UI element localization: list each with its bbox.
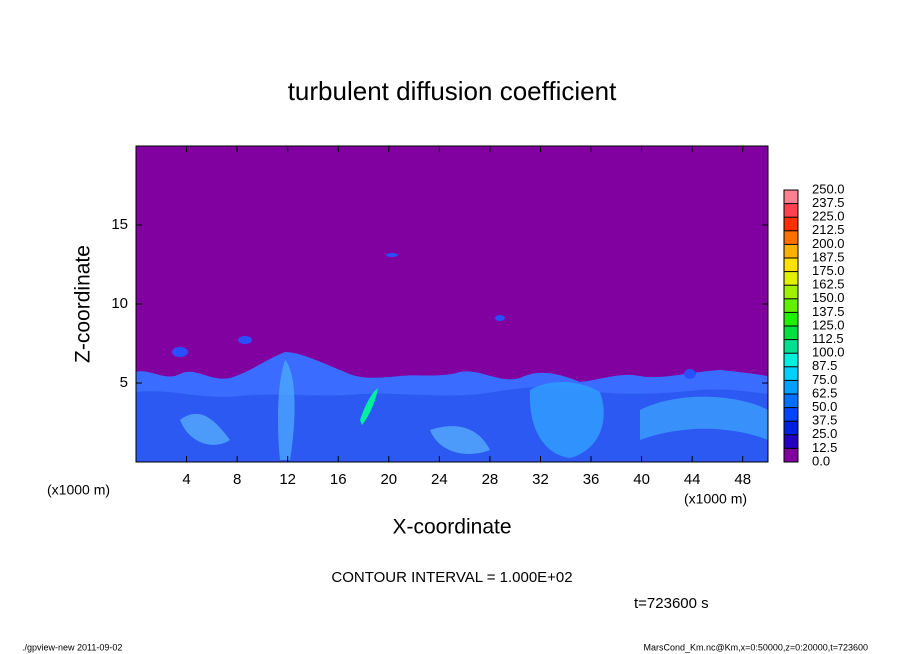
x-unit: (x1000 m) xyxy=(684,491,747,507)
x-tick-label: 20 xyxy=(380,471,397,488)
colorbar-swatch xyxy=(784,230,798,245)
colorbar-swatch xyxy=(784,366,798,381)
colorbar-label: 12.5 xyxy=(812,440,837,455)
colorbar-label: 87.5 xyxy=(812,358,837,373)
colorbar-swatch xyxy=(784,298,798,313)
colorbar-swatch xyxy=(784,258,798,272)
field-blob xyxy=(180,413,230,445)
colorbar-label: 100.0 xyxy=(812,345,845,360)
field-blob xyxy=(684,369,696,379)
colorbar-label: 187.5 xyxy=(812,249,845,264)
field-blob xyxy=(238,336,252,344)
colorbar-label: 150.0 xyxy=(812,290,845,305)
colorbar-label: 137.5 xyxy=(812,304,845,319)
colorbar-label: 225.0 xyxy=(812,209,845,224)
field-blob xyxy=(360,388,378,425)
colorbar-label: 212.5 xyxy=(812,222,845,237)
field-blob xyxy=(172,347,188,357)
colorbar-swatch xyxy=(784,203,798,218)
field-blob xyxy=(529,381,604,458)
field-blob xyxy=(386,253,398,257)
x-tick-label: 32 xyxy=(532,471,549,488)
colorbar-swatch xyxy=(784,380,798,394)
y-tick-label: 15 xyxy=(111,216,128,233)
colorbar-swatch xyxy=(784,407,798,422)
colorbar-swatch xyxy=(784,217,798,231)
colorbar-label: 175.0 xyxy=(812,263,845,278)
x-tick-label: 40 xyxy=(633,471,650,488)
x-tick-label: 4 xyxy=(182,471,190,488)
x-tick-label: 24 xyxy=(431,471,448,488)
x-tick-label: 28 xyxy=(482,471,499,488)
colorbar-label: 25.0 xyxy=(812,426,837,441)
colorbar-swatch xyxy=(784,421,798,435)
x-tick-label: 16 xyxy=(330,471,347,488)
colorbar-swatch xyxy=(784,285,798,299)
colorbar-label: 250.0 xyxy=(812,181,845,196)
annotation: CONTOUR INTERVAL = 1.000E+02 xyxy=(331,569,572,586)
x-tick-label: 44 xyxy=(684,471,701,488)
time-label: t=723600 s xyxy=(634,595,709,612)
colorbar-label: 162.5 xyxy=(812,277,845,292)
colorbar-swatch xyxy=(784,394,798,408)
colorbar-label: 0.0 xyxy=(812,453,830,468)
y-axis-label: Z-coordinate xyxy=(72,245,95,363)
field-blob xyxy=(430,426,490,454)
footer-right: MarsCond_Km.nc@Km,x=0:50000,z=0:20000,t=… xyxy=(643,642,868,652)
colorbar-label: 125.0 xyxy=(812,317,845,332)
colorbar-label: 62.5 xyxy=(812,385,837,400)
colorbar-label: 75.0 xyxy=(812,372,837,387)
colorbar-swatch xyxy=(784,312,798,326)
colorbar-label: 50.0 xyxy=(812,399,837,414)
field-blob xyxy=(640,396,768,440)
colorbar-label: 37.5 xyxy=(812,413,837,428)
y-unit: (x1000 m) xyxy=(47,482,110,498)
x-tick-label: 36 xyxy=(583,471,600,488)
turbulent-layer xyxy=(136,253,768,462)
colorbar-swatch xyxy=(784,448,798,462)
field-blob xyxy=(495,315,505,321)
colorbar-swatch xyxy=(784,434,798,449)
colorbar-label: 200.0 xyxy=(812,236,845,251)
colorbar-swatch xyxy=(784,190,798,204)
colorbar-swatch xyxy=(784,326,798,340)
x-tick-label: 12 xyxy=(279,471,296,488)
colorbar-label: 237.5 xyxy=(812,195,845,210)
colorbar-swatch xyxy=(784,353,798,367)
y-tick-label: 10 xyxy=(111,295,128,312)
colorbar-swatch xyxy=(784,244,798,258)
colorbar-label: 112.5 xyxy=(812,331,844,346)
x-axis-label: X-coordinate xyxy=(392,516,511,539)
colorbar-swatch xyxy=(784,271,798,286)
x-tick-label: 48 xyxy=(734,471,751,488)
footer-left: ./gpview-new 2011-09-02 xyxy=(22,642,122,652)
field-blob xyxy=(277,360,295,460)
colorbar-swatch xyxy=(784,339,798,354)
chart-title: turbulent diffusion coefficient xyxy=(288,76,617,106)
x-tick-label: 8 xyxy=(233,471,241,488)
y-tick-label: 5 xyxy=(120,374,128,391)
